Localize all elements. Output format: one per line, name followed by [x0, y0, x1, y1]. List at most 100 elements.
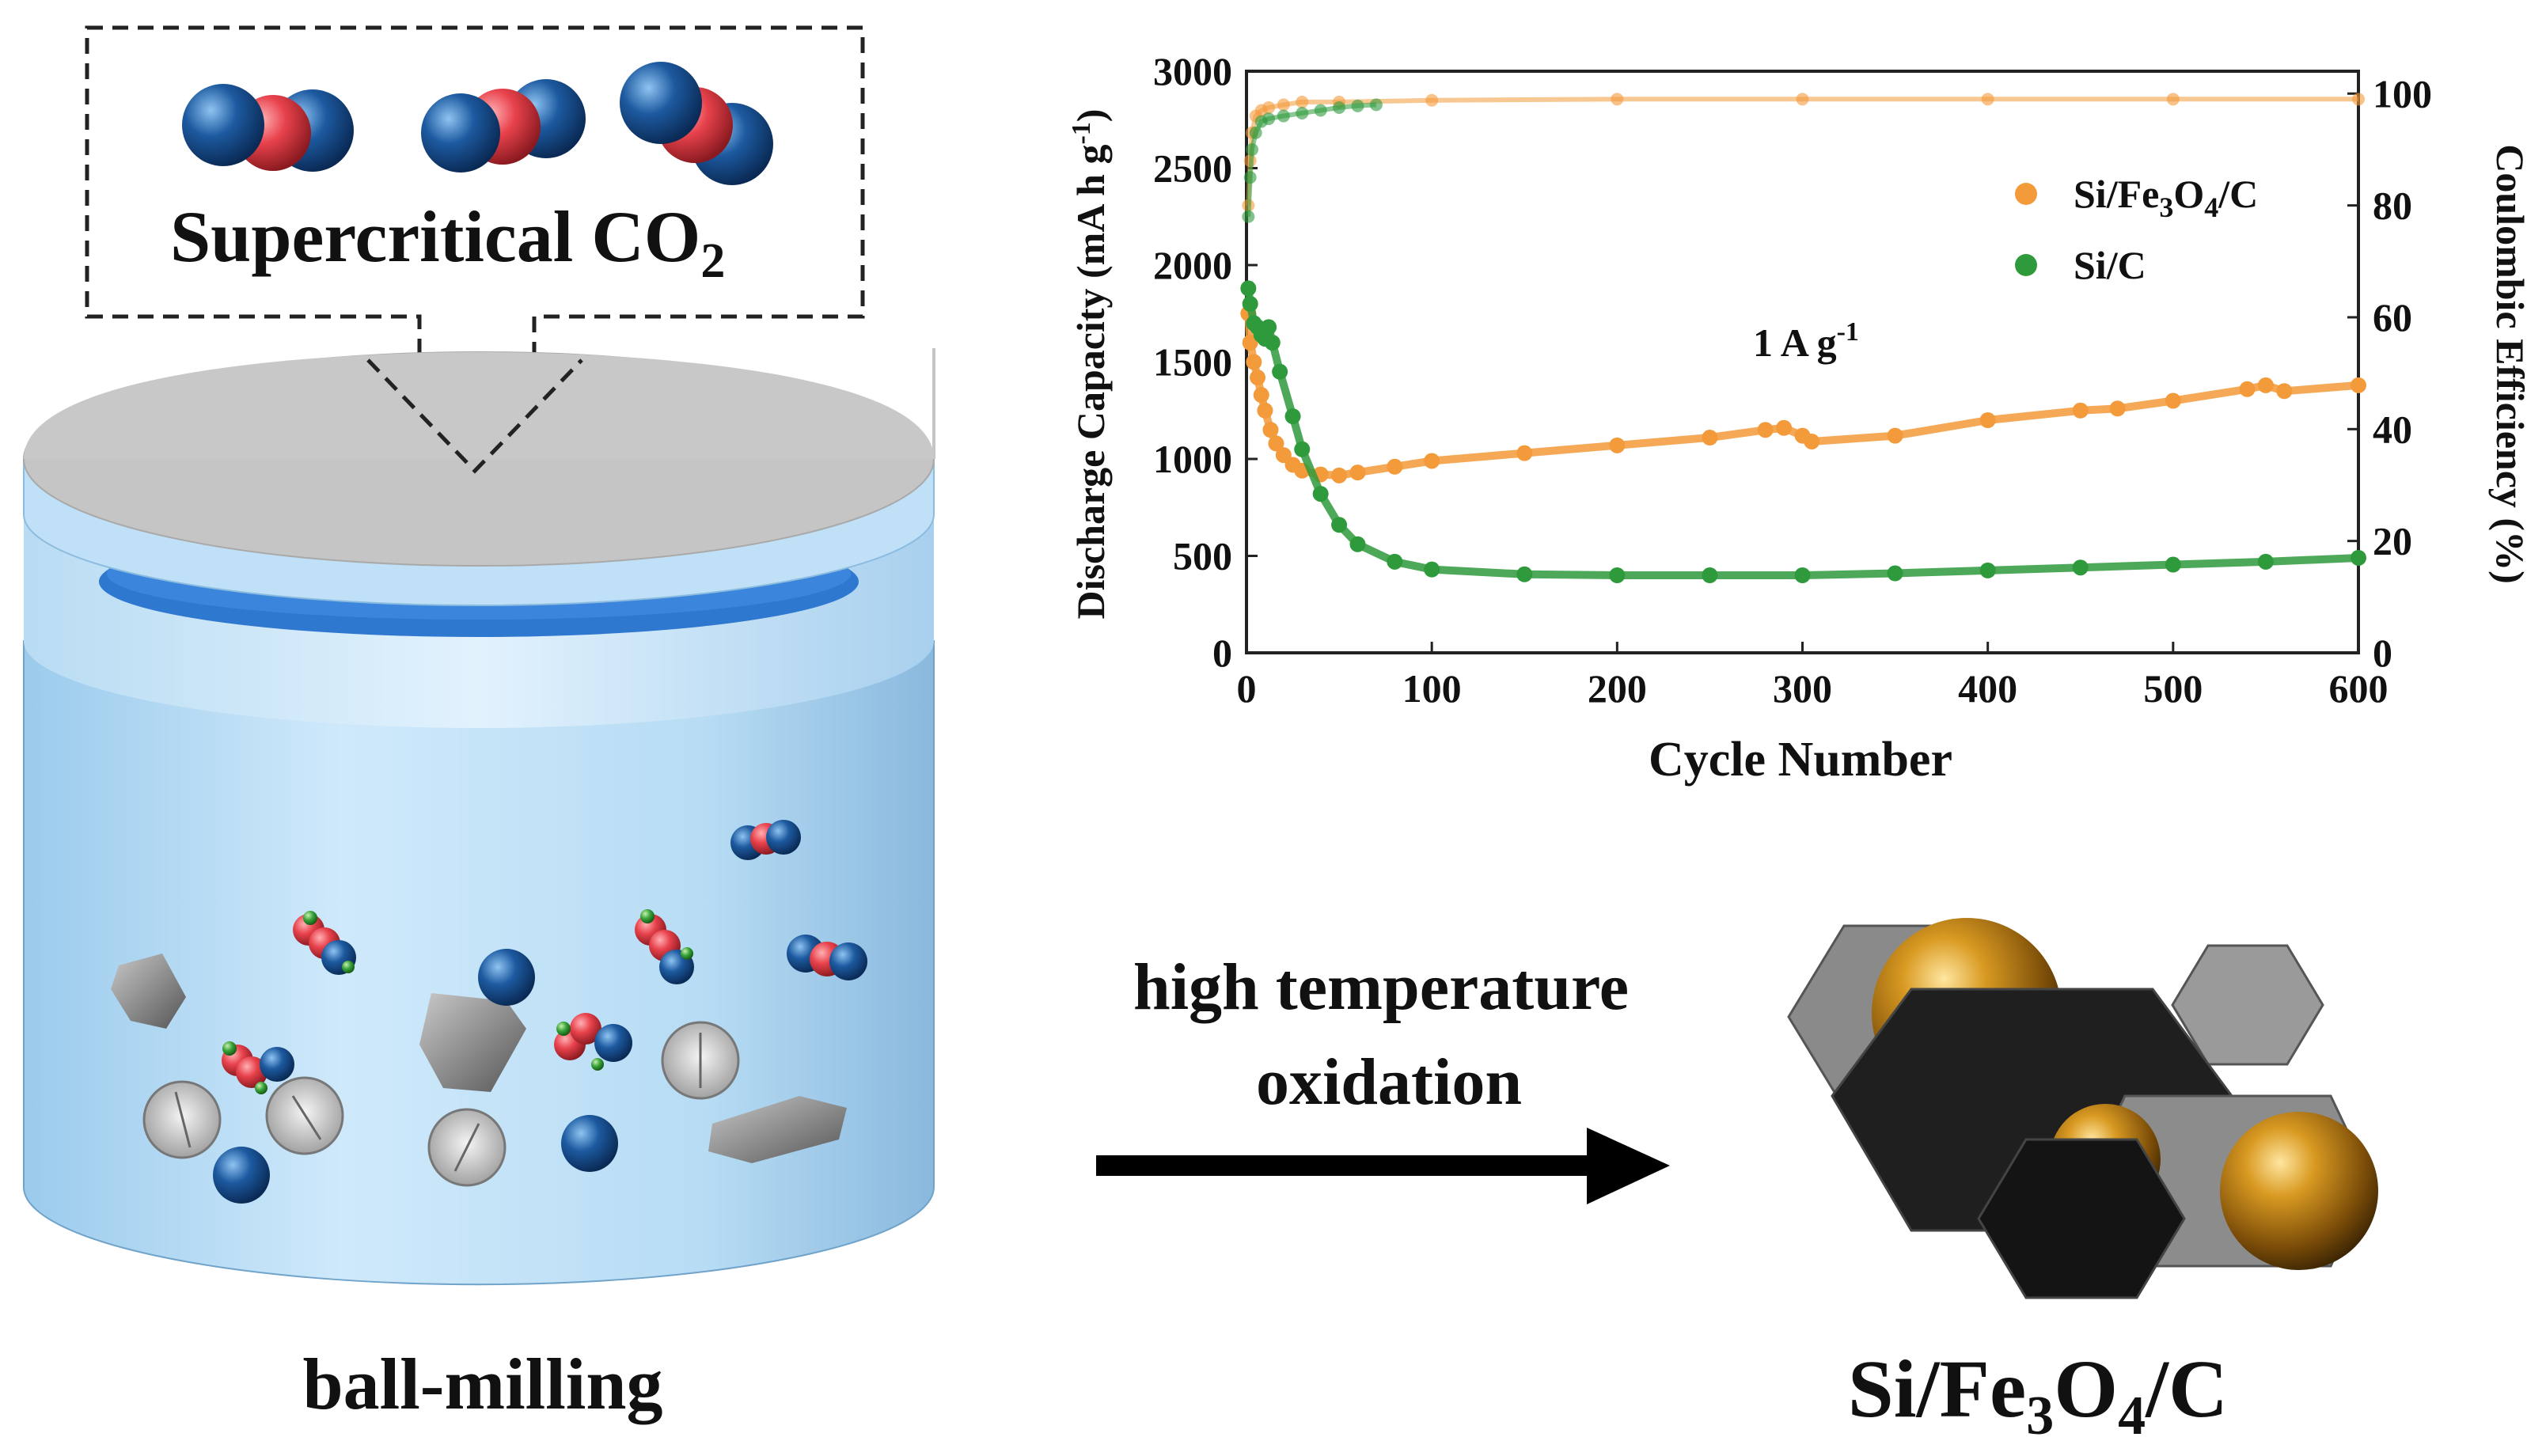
- data-point: [1331, 517, 1348, 533]
- hexagon-dark: [1977, 1138, 2186, 1299]
- right-arrow-icon: [1096, 1128, 1670, 1204]
- data-point: [1277, 109, 1290, 123]
- legend-marker: [2015, 254, 2037, 276]
- data-point: [1369, 98, 1383, 112]
- milling-disc: [427, 1108, 507, 1187]
- data-point: [1796, 93, 1809, 106]
- data-point: [1242, 296, 1258, 312]
- data-point: [1349, 536, 1366, 552]
- co2-molecule: [182, 84, 354, 172]
- data-point: [1296, 95, 1309, 108]
- data-point: [1516, 445, 1533, 461]
- data-point: [1277, 98, 1290, 112]
- data-point: [2352, 93, 2365, 106]
- data-point: [2109, 400, 2126, 417]
- y-right-tick-label: 100: [2373, 71, 2432, 116]
- data-point: [1272, 363, 1288, 380]
- data-point: [2166, 93, 2180, 106]
- y-axis-left-title: Discharge Capacity (mA h g-1): [1067, 109, 1113, 620]
- co2-label: Supercritical CO2: [170, 196, 725, 288]
- x-tick-label: 500: [2143, 666, 2203, 711]
- y-right-tick-label: 40: [2373, 407, 2412, 451]
- co2-callout: Supercritical CO2: [85, 25, 865, 474]
- data-point: [1979, 412, 1996, 428]
- data-point: [1776, 419, 1793, 436]
- legend-item-si-fe3o4-c: Si/Fe3O4/C: [2015, 172, 2258, 223]
- data-point: [1242, 210, 1255, 223]
- data-point: [1262, 422, 1279, 438]
- x-tick-label: 600: [2329, 666, 2389, 711]
- oxidation-label-line2: oxidation: [1256, 1045, 1522, 1119]
- iron-precursor-cluster: [222, 1041, 294, 1094]
- data-point: [1757, 422, 1774, 438]
- y-left-tick-label: 500: [1173, 534, 1232, 578]
- data-point: [1312, 486, 1329, 502]
- legend-marker: [2015, 183, 2037, 205]
- milling-ball: [213, 1147, 270, 1204]
- co2-molecule: [620, 62, 773, 185]
- data-point: [1253, 387, 1269, 404]
- series-1: [1240, 280, 2366, 583]
- data-point: [1243, 171, 1257, 184]
- data-point: [1516, 566, 1533, 582]
- data-point: [1264, 335, 1281, 351]
- product-illustration: [1787, 918, 2378, 1299]
- series-3: [1242, 98, 1383, 223]
- co2-molecule-small: [787, 935, 867, 980]
- data-point: [1284, 408, 1301, 425]
- y-left-tick-label: 1000: [1153, 437, 1232, 481]
- cycling-chart: 0 100 200 300 400 500 600050010001500200025003…: [1067, 49, 2527, 787]
- chart-legend: Si/Fe3O4/C Si/C: [2015, 172, 2258, 287]
- data-point: [2239, 381, 2256, 397]
- legend-label: Si/Fe3O4/C: [2074, 172, 2258, 223]
- x-tick-label: 200: [1588, 666, 1647, 711]
- data-point: [1262, 100, 1276, 114]
- silicon-chunk: [419, 993, 526, 1092]
- data-point: [2165, 392, 2181, 409]
- data-point: [1349, 464, 1366, 481]
- data-point: [1249, 126, 1262, 139]
- data-point: [2072, 402, 2089, 419]
- data-point: [1387, 458, 1403, 475]
- data-point: [1331, 467, 1348, 483]
- data-point: [1387, 553, 1403, 570]
- silicon-chunk: [708, 1096, 847, 1163]
- x-axis-title: Cycle Number: [1649, 733, 1952, 787]
- x-tick-label: 400: [1958, 666, 2017, 711]
- data-point: [1314, 104, 1327, 117]
- data-point: [1609, 437, 1626, 453]
- data-point: [1887, 427, 1903, 444]
- data-point: [2072, 559, 2089, 576]
- legend-item-si-c: Si/C: [2015, 243, 2146, 287]
- iron-precursor-cluster: [635, 909, 694, 984]
- y-axis-right-title: Coulombic Efficiency (%): [2488, 144, 2527, 583]
- y-left-tick-label: 2500: [1153, 146, 1232, 191]
- ball-mill-jar: [23, 348, 935, 1286]
- data-point: [1268, 435, 1284, 452]
- iron-precursor-cluster: [554, 1013, 632, 1071]
- iron-precursor-cluster: [293, 911, 356, 975]
- x-tick-label: 300: [1773, 666, 1832, 711]
- data-point: [1250, 370, 1266, 386]
- y-left-tick-label: 0: [1212, 631, 1232, 675]
- ball-milling-label: ball-milling: [303, 1344, 663, 1424]
- data-point: [1804, 433, 1820, 449]
- data-points: [1240, 93, 2366, 583]
- data-point: [1424, 561, 1440, 578]
- oxidation-label-line1: high temperature: [1133, 950, 1629, 1024]
- data-point: [2276, 383, 2293, 400]
- milling-disc: [265, 1076, 344, 1155]
- y-left-tick-label: 1500: [1153, 340, 1232, 385]
- y-left-tick-label: 2000: [1153, 243, 1232, 287]
- data-point: [1609, 567, 1626, 583]
- data-point: [1294, 441, 1311, 457]
- y-right-tick-label: 20: [2373, 519, 2412, 563]
- data-point: [1702, 567, 1718, 583]
- silicon-chunk: [111, 954, 186, 1029]
- milling-ball: [561, 1115, 618, 1172]
- legend-label: Si/C: [2074, 243, 2146, 287]
- axis-ticks: 0 100 200 300 400 500 600050010001500200025003…: [1153, 49, 2432, 711]
- current-density-annotation: 1 A g-1: [1753, 317, 1859, 365]
- y-right-tick-label: 60: [2373, 295, 2412, 339]
- data-point: [1351, 99, 1364, 112]
